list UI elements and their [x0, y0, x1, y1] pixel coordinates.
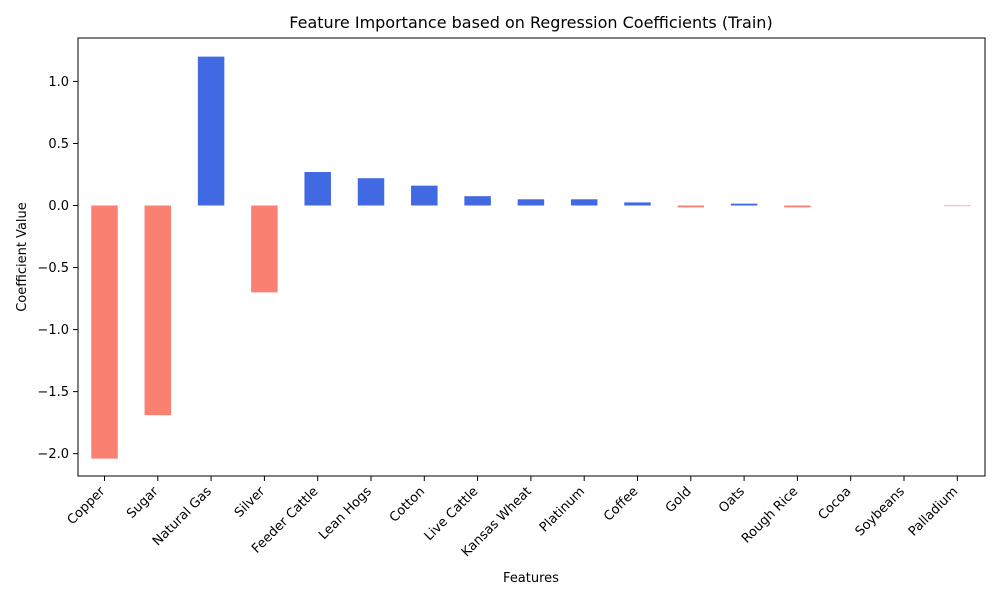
y-tick-label: 0.5 [48, 137, 69, 152]
x-tick-label-palladium: Palladium [906, 484, 961, 539]
y-axis-ticks: −2.0 −1.5 −1.0 −0.5 0.0 0.5 1.0 [37, 75, 78, 462]
bar-oats [730, 203, 758, 206]
y-tick-label: −1.5 [37, 385, 69, 400]
bar-rough-rice [784, 205, 811, 208]
y-tick-label: −2.0 [37, 447, 69, 462]
x-tick-label-sugar: Sugar [124, 484, 162, 522]
x-tick-label-cocoa: Cocoa [816, 484, 855, 523]
bar-cotton [411, 185, 438, 206]
bar-gold [677, 205, 705, 208]
bar-copper [91, 205, 118, 459]
x-tick-label-copper: Copper [65, 484, 109, 528]
y-tick-label: 0.0 [48, 199, 69, 214]
bar-lean-hogs [357, 178, 385, 206]
x-tick-label-coffee: Coffee [601, 484, 641, 524]
bar-palladium [944, 205, 971, 207]
x-tick-label-rough-rice: Rough Rice [739, 484, 801, 546]
bar-live-cattle [464, 196, 491, 206]
x-tick-label-cotton: Cotton [387, 484, 428, 525]
x-tick-label-gold: Gold [663, 484, 695, 516]
bar-platinum [570, 199, 598, 206]
bar-natural-gas [197, 56, 225, 206]
y-tick-label: −0.5 [37, 261, 69, 276]
x-tick-label-silver: Silver [232, 484, 269, 521]
x-tick-label-oats: Oats [716, 484, 748, 516]
bar-kansas-wheat [517, 199, 545, 206]
axes-frame [77, 37, 986, 477]
x-tick-label-lean-hogs: Lean Hogs [316, 484, 375, 543]
bar-coffee [624, 202, 651, 206]
bars-group [91, 56, 971, 459]
x-tick-label-platinum: Platinum [537, 484, 588, 535]
bar-silver [251, 205, 278, 293]
y-tick-label: 1.0 [48, 75, 69, 90]
chart-title: Feature Importance based on Regression C… [289, 13, 772, 32]
x-tick-label-soybeans: Soybeans [853, 484, 908, 539]
bar-feeder-cattle [304, 172, 331, 206]
plot-area: −2.0−1.5−1.0−0.50.00.51.0 Copper SugarNat… [37, 37, 986, 560]
bar-sugar [144, 205, 172, 416]
x-axis-label: Features [503, 571, 559, 586]
y-axis-label: Coefficient Value [15, 202, 30, 312]
y-tick-label: −1.0 [37, 323, 69, 338]
